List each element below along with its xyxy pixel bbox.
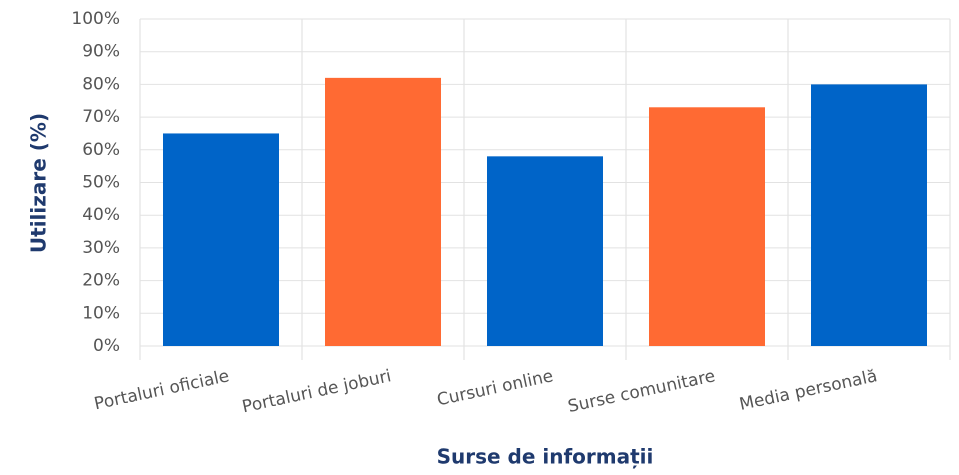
y-tick-label: 70% <box>82 107 120 127</box>
x-tick-label: Cursuri online <box>435 366 555 410</box>
y-tick-label: 40% <box>82 205 120 225</box>
bar <box>487 156 603 346</box>
y-tick-label: 50% <box>82 173 120 193</box>
x-axis-title: Surse de informații <box>437 445 654 469</box>
y-tick-label: 30% <box>82 238 120 258</box>
x-tick-label: Surse comunitare <box>566 366 717 417</box>
y-tick-label: 80% <box>82 74 120 94</box>
y-tick-label: 0% <box>93 336 120 356</box>
x-tick-label: Portaluri oficiale <box>92 366 231 414</box>
x-tick-label: Portaluri de joburi <box>240 366 393 417</box>
y-tick-label: 10% <box>82 303 120 323</box>
y-tick-label: 100% <box>71 9 120 29</box>
y-tick-label: 60% <box>82 140 120 160</box>
bar <box>163 133 279 346</box>
x-tick-label: Media personală <box>738 366 879 415</box>
y-axis-title: Utilizare (%) <box>27 113 51 253</box>
y-tick-label: 90% <box>82 42 120 62</box>
bar <box>811 84 927 347</box>
y-tick-label: 20% <box>82 271 120 291</box>
bar <box>649 107 765 346</box>
bar <box>325 77 441 347</box>
